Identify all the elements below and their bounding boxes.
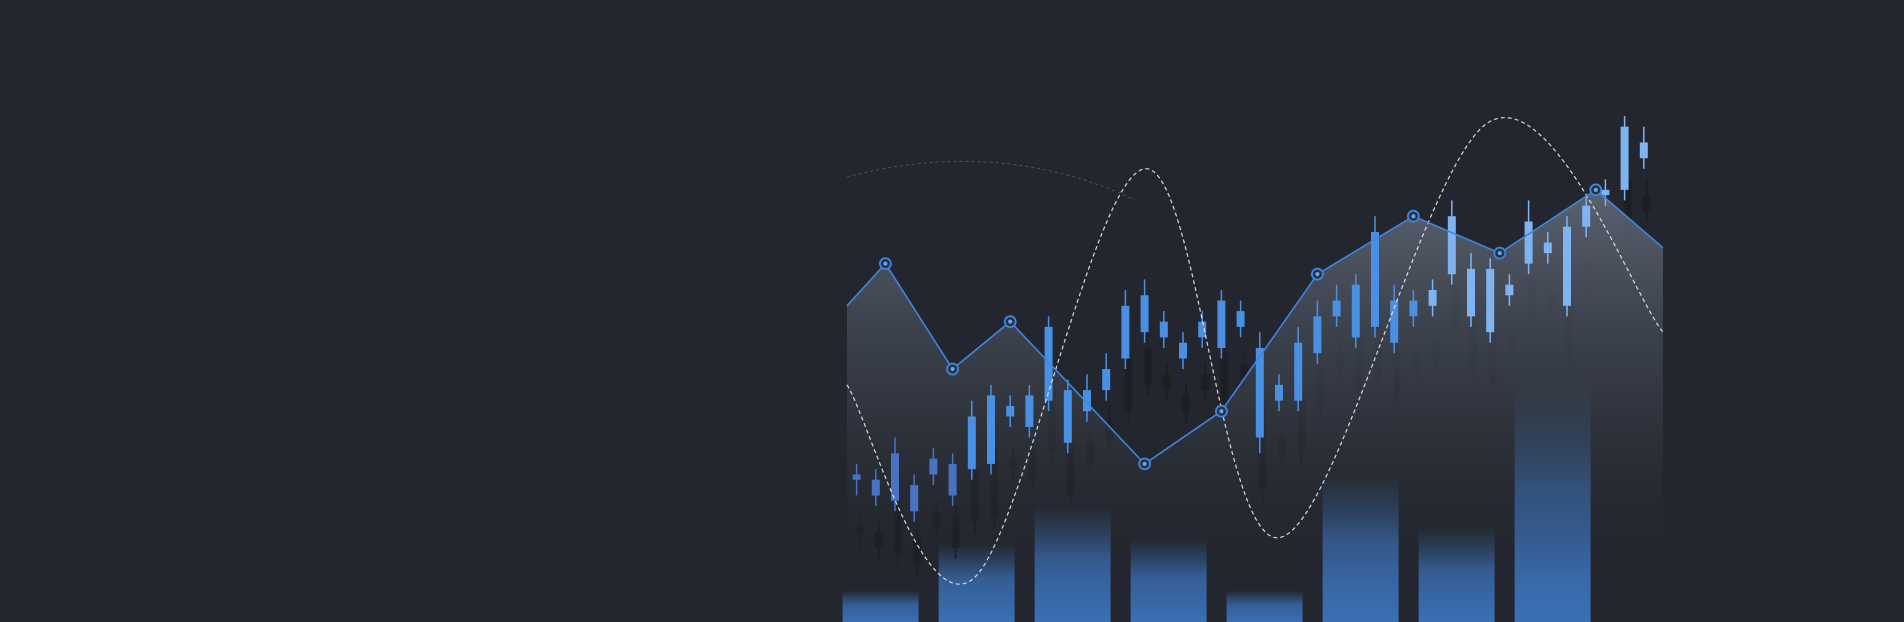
area-fill xyxy=(847,189,1663,583)
shadow-candle-20 xyxy=(1220,353,1229,401)
candle-13 xyxy=(1083,390,1091,412)
candle-26 xyxy=(1332,300,1341,317)
candle-35 xyxy=(1505,284,1514,296)
candle-16 xyxy=(1140,295,1149,333)
candle-32 xyxy=(1447,216,1456,275)
dashed-wave xyxy=(846,117,1664,585)
candle-42 xyxy=(1639,142,1648,159)
marker-dot-7 xyxy=(1411,214,1416,219)
candle-19 xyxy=(1198,321,1207,338)
shadow-candle-21 xyxy=(1239,363,1248,380)
candle-36 xyxy=(1524,221,1533,264)
candle-33 xyxy=(1467,268,1475,317)
marker-dot-9 xyxy=(1593,187,1598,192)
candle-24 xyxy=(1294,342,1303,401)
candle-5 xyxy=(929,458,938,475)
candle-27 xyxy=(1351,284,1360,338)
candle-6 xyxy=(948,463,957,496)
candle-3 xyxy=(891,453,899,501)
candle-28 xyxy=(1371,232,1379,327)
candle-29 xyxy=(1390,300,1399,343)
shadow-candle-15 xyxy=(1124,358,1133,412)
candle-9 xyxy=(1006,405,1015,417)
candle-25 xyxy=(1313,316,1322,354)
shadow-candle-18 xyxy=(1182,395,1190,412)
candle-20 xyxy=(1217,300,1226,348)
candle-14 xyxy=(1102,369,1111,391)
marker-dot-4 xyxy=(1142,461,1147,466)
area-under-line xyxy=(847,189,1663,583)
line-markers xyxy=(879,183,1603,471)
candle-11 xyxy=(1044,326,1053,401)
candle-22 xyxy=(1255,347,1264,438)
candle-2 xyxy=(871,479,880,496)
marker-dot-1 xyxy=(883,261,888,266)
marker-dot-5 xyxy=(1219,409,1224,414)
candle-10 xyxy=(1025,395,1034,428)
candle-7 xyxy=(967,416,976,470)
candlesticks xyxy=(852,116,1648,522)
shadow-candle-19 xyxy=(1201,374,1210,391)
dashed-wave-path xyxy=(846,117,1664,585)
shadow-candle-42 xyxy=(1642,195,1651,211)
candle-31 xyxy=(1428,289,1437,306)
shadow-candle-17 xyxy=(1162,374,1171,391)
marker-dot-2 xyxy=(950,367,955,372)
candle-39 xyxy=(1582,205,1591,227)
candle-21 xyxy=(1236,311,1245,327)
shadow-candle-41 xyxy=(1623,179,1632,243)
marker-dot-6 xyxy=(1315,272,1320,277)
candle-37 xyxy=(1543,242,1552,254)
candle-15 xyxy=(1121,305,1130,359)
volume-bar-1 xyxy=(842,590,919,622)
marker-dot-8 xyxy=(1497,251,1502,256)
candle-12 xyxy=(1063,390,1072,443)
volume-bar-5 xyxy=(1226,590,1303,622)
candle-1 xyxy=(852,474,861,480)
candle-23 xyxy=(1275,384,1283,401)
candle-8 xyxy=(987,395,995,464)
candle-34 xyxy=(1486,268,1495,333)
marker-dot-3 xyxy=(1008,319,1013,324)
candle-4 xyxy=(910,484,919,512)
candle-18 xyxy=(1179,342,1187,359)
candle-40 xyxy=(1601,189,1610,196)
candle-17 xyxy=(1159,321,1168,338)
candle-41 xyxy=(1620,126,1629,190)
shadow-candle-16 xyxy=(1143,347,1152,385)
candle-30 xyxy=(1409,300,1418,317)
candle-38 xyxy=(1563,226,1571,306)
faint-arc xyxy=(846,160,1136,201)
